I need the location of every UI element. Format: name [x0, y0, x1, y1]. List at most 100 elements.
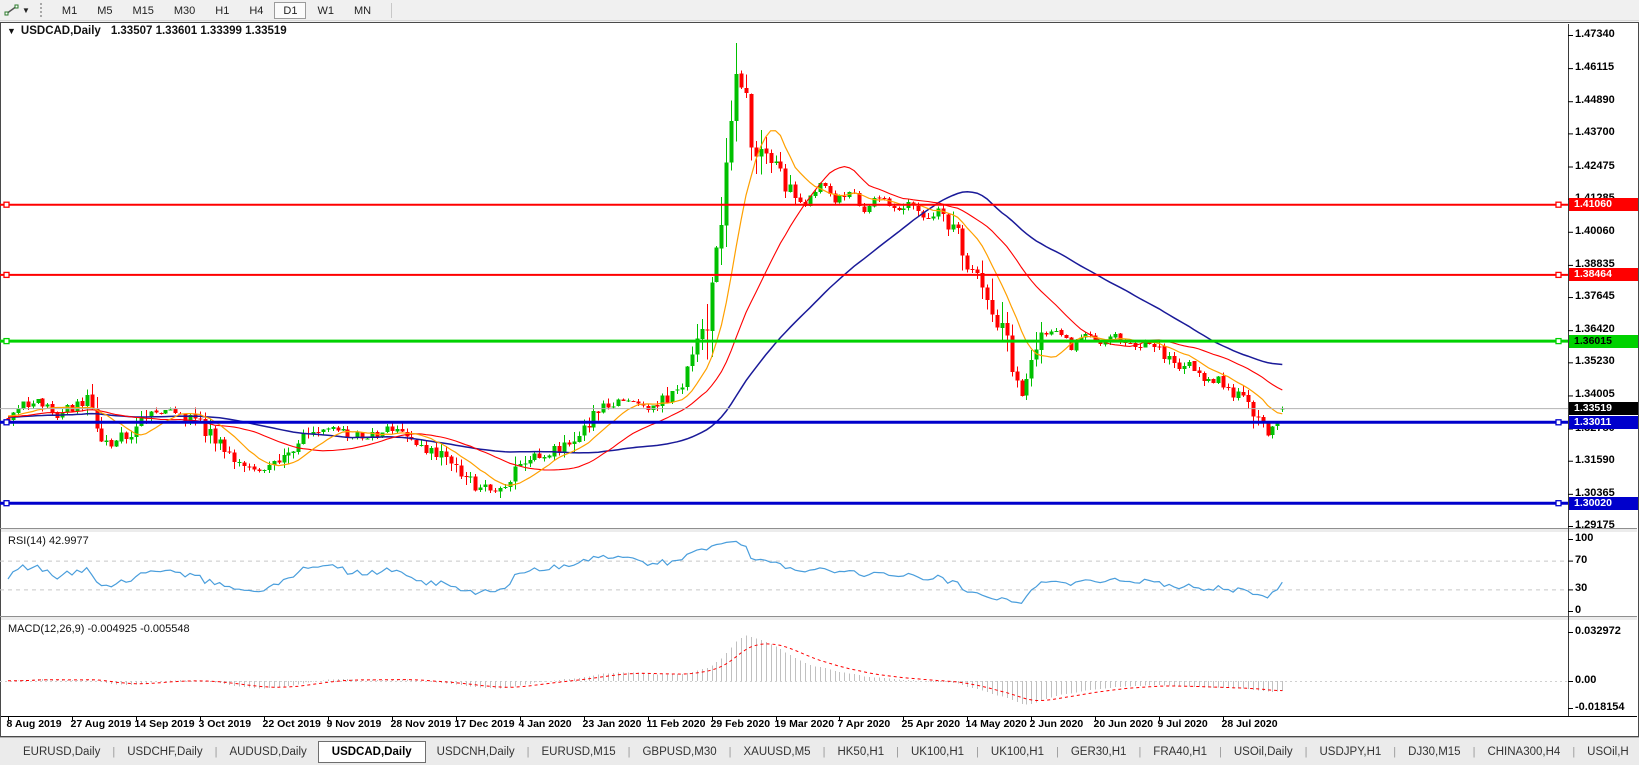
- tab-china300-h4[interactable]: CHINA300,H4: [1487, 745, 1561, 758]
- tab-audusd-daily[interactable]: AUDUSD,Daily: [229, 745, 307, 758]
- date-axis-label: 8 Aug 2019: [6, 718, 62, 730]
- date-axis-label: 27 Aug 2019: [70, 718, 132, 730]
- tab-xauusd-m5[interactable]: XAUUSD,M5: [743, 745, 811, 758]
- line-tool-icon: [4, 4, 19, 16]
- date-axis-label: 22 Oct 2019: [262, 718, 321, 730]
- date-axis-label: 2 Jun 2020: [1029, 718, 1084, 730]
- candlestick-series: [6, 43, 1285, 498]
- tab-fra40-h1[interactable]: FRA40,H1: [1153, 745, 1207, 758]
- price-axis-label: 1.31590: [1575, 453, 1615, 466]
- tab-separator: |: [214, 745, 218, 758]
- rsi-scale-label: 0: [1575, 604, 1582, 616]
- rsi-scale-label: 100: [1575, 532, 1594, 544]
- macd-histogram: [13, 635, 1283, 705]
- price-axis-label: 1.46115: [1575, 61, 1615, 74]
- price-marker-label-current-price[interactable]: 1.33519: [1569, 402, 1638, 416]
- timeframe-m5[interactable]: M5: [97, 4, 113, 17]
- date-axis-label: 7 Apr 2020: [837, 718, 891, 730]
- tab-uk100-h1[interactable]: UK100,H1: [910, 745, 965, 758]
- price-marker-label-support-1[interactable]: 1.33011: [1569, 415, 1638, 429]
- timeframe-h4[interactable]: H4: [249, 4, 264, 17]
- price-axis-label: 1.35230: [1575, 355, 1615, 368]
- chart-ohlc-values: 1.33507 1.33601 1.33399 1.33519: [110, 25, 287, 37]
- dropdown-caret-icon: ▼: [22, 5, 30, 15]
- chart-tab-bar: EURUSD,Daily | USDCHF,Daily | AUDUSD,Daily US…: [0, 737, 1639, 765]
- chart-window-usdcad-daily: ▼ USDCAD,Daily 1.33507 1.33601 1.33399 1.3…: [0, 22, 1639, 737]
- tab-separator: |: [1304, 745, 1308, 758]
- date-axis-label: 23 Jan 2020: [582, 718, 642, 730]
- tab-eurusd-daily[interactable]: EURUSD,Daily: [23, 745, 101, 758]
- tab-eurusd-m15[interactable]: EURUSD,M15: [541, 745, 616, 758]
- price-axis-label: 1.29175: [1575, 519, 1615, 531]
- chart-tabs: EURUSD,Daily | USDCHF,Daily | AUDUSD,Daily US…: [12, 740, 1639, 763]
- line-tool-button[interactable]: ▼: [4, 3, 30, 17]
- price-marker-label-support-2[interactable]: 1.30020: [1569, 496, 1638, 510]
- tab-usoil-daily[interactable]: USOil,Daily: [1233, 745, 1293, 758]
- tab-separator: |: [1572, 745, 1576, 758]
- horizontal-level-lines[interactable]: [0, 201, 1568, 507]
- price-marker-label-resistance-1[interactable]: 1.41060: [1569, 198, 1638, 212]
- tab-separator: |: [976, 745, 979, 758]
- date-axis-label: 28 Jul 2020: [1221, 718, 1278, 730]
- tab-ger30-h1[interactable]: GER30,H1: [1070, 745, 1127, 758]
- ma-mid-line: [7, 166, 1283, 471]
- timeframe-mn[interactable]: MN: [353, 4, 372, 17]
- tab-separator: |: [1218, 745, 1222, 758]
- chart-chrome: [0, 24, 1637, 721]
- tab-usdcnh-daily[interactable]: USDCNH,Daily: [436, 745, 515, 758]
- chart-canvas: [0, 24, 1637, 721]
- timeframe-w1[interactable]: W1: [317, 4, 334, 17]
- tab-separator: |: [822, 745, 826, 758]
- date-axis-label: 25 Apr 2020: [901, 718, 961, 730]
- tab-usdchf-daily[interactable]: USDCHF,Daily: [127, 745, 203, 758]
- toolbar-separator: [391, 2, 393, 18]
- price-marker-label-pivot-green[interactable]: 1.36015: [1569, 334, 1638, 348]
- timeframe-d1[interactable]: D1: [274, 1, 307, 19]
- tab-uk100-h1[interactable]: UK100,H1: [990, 745, 1044, 758]
- price-axis-label: 1.42475: [1575, 159, 1615, 172]
- chart-title: ▼ USDCAD,Daily 1.33507 1.33601 1.33399 1.3…: [7, 25, 287, 37]
- date-axis-label: 9 Nov 2019: [326, 718, 382, 730]
- date-axis-label: 29 Feb 2020: [710, 718, 771, 730]
- tab-separator: |: [1055, 745, 1059, 758]
- price-axis-label: 1.47340: [1575, 28, 1615, 40]
- toolbar-grip[interactable]: [39, 3, 44, 17]
- tab-usdjpy-h1[interactable]: USDJPY,H1: [1319, 745, 1382, 758]
- date-axis-label: 17 Dec 2019: [454, 718, 515, 730]
- price-marker-label-resistance-2[interactable]: 1.38464: [1569, 268, 1638, 282]
- date-axis-label: 11 Feb 2020: [646, 718, 706, 730]
- date-axis-label: 20 Jun 2020: [1093, 718, 1154, 730]
- timeframe-buttons: M1 M5 M15 M30 H1 H4 D1 W1 MN: [52, 1, 381, 19]
- macd-scale-label: 0.032972: [1575, 625, 1621, 637]
- tab-usoil-h[interactable]: USOil,H: [1587, 745, 1629, 758]
- tab-hk50-h1[interactable]: HK50,H1: [837, 745, 885, 758]
- date-axis-label: 3 Oct 2019: [198, 718, 252, 730]
- tab-usdcad-daily[interactable]: USDCAD,Daily: [317, 740, 426, 763]
- tab-separator: |: [526, 745, 530, 758]
- chart-collapse-icon[interactable]: ▼: [7, 26, 16, 36]
- price-axis-label: 1.43700: [1575, 126, 1615, 139]
- macd-scale-label: 0.00: [1575, 674, 1597, 686]
- tab-separator: |: [627, 745, 631, 758]
- price-axis-label: 1.44890: [1575, 94, 1615, 107]
- rsi-scale-label: 30: [1575, 582, 1588, 595]
- timeframe-m15[interactable]: M15: [132, 4, 154, 17]
- ma-fast-line: [7, 130, 1283, 487]
- tab-gbpusd-m30[interactable]: GBPUSD,M30: [642, 745, 717, 758]
- tab-separator: |: [1472, 745, 1476, 758]
- price-axis-label: 1.30365: [1575, 486, 1615, 499]
- price-axis-label: 1.36420: [1575, 323, 1615, 336]
- tab-separator: |: [112, 745, 116, 758]
- macd-indicator-label: MACD(12,26,9) -0.004925 -0.005548: [8, 623, 190, 635]
- tab-separator: |: [896, 745, 899, 758]
- price-axis-label: 1.37645: [1575, 290, 1615, 303]
- timeframe-h1[interactable]: H1: [215, 4, 230, 17]
- tab-separator: |: [728, 745, 732, 758]
- timeframe-m30[interactable]: M30: [173, 4, 196, 17]
- date-axis-label: 14 Sep 2019: [134, 718, 195, 730]
- date-axis-label: 9 Jul 2020: [1157, 718, 1208, 730]
- timeframe-m1[interactable]: M1: [61, 4, 78, 17]
- date-axis-label: 14 May 2020: [965, 718, 1027, 730]
- tab-dj30-m15[interactable]: DJ30,M15: [1408, 745, 1461, 758]
